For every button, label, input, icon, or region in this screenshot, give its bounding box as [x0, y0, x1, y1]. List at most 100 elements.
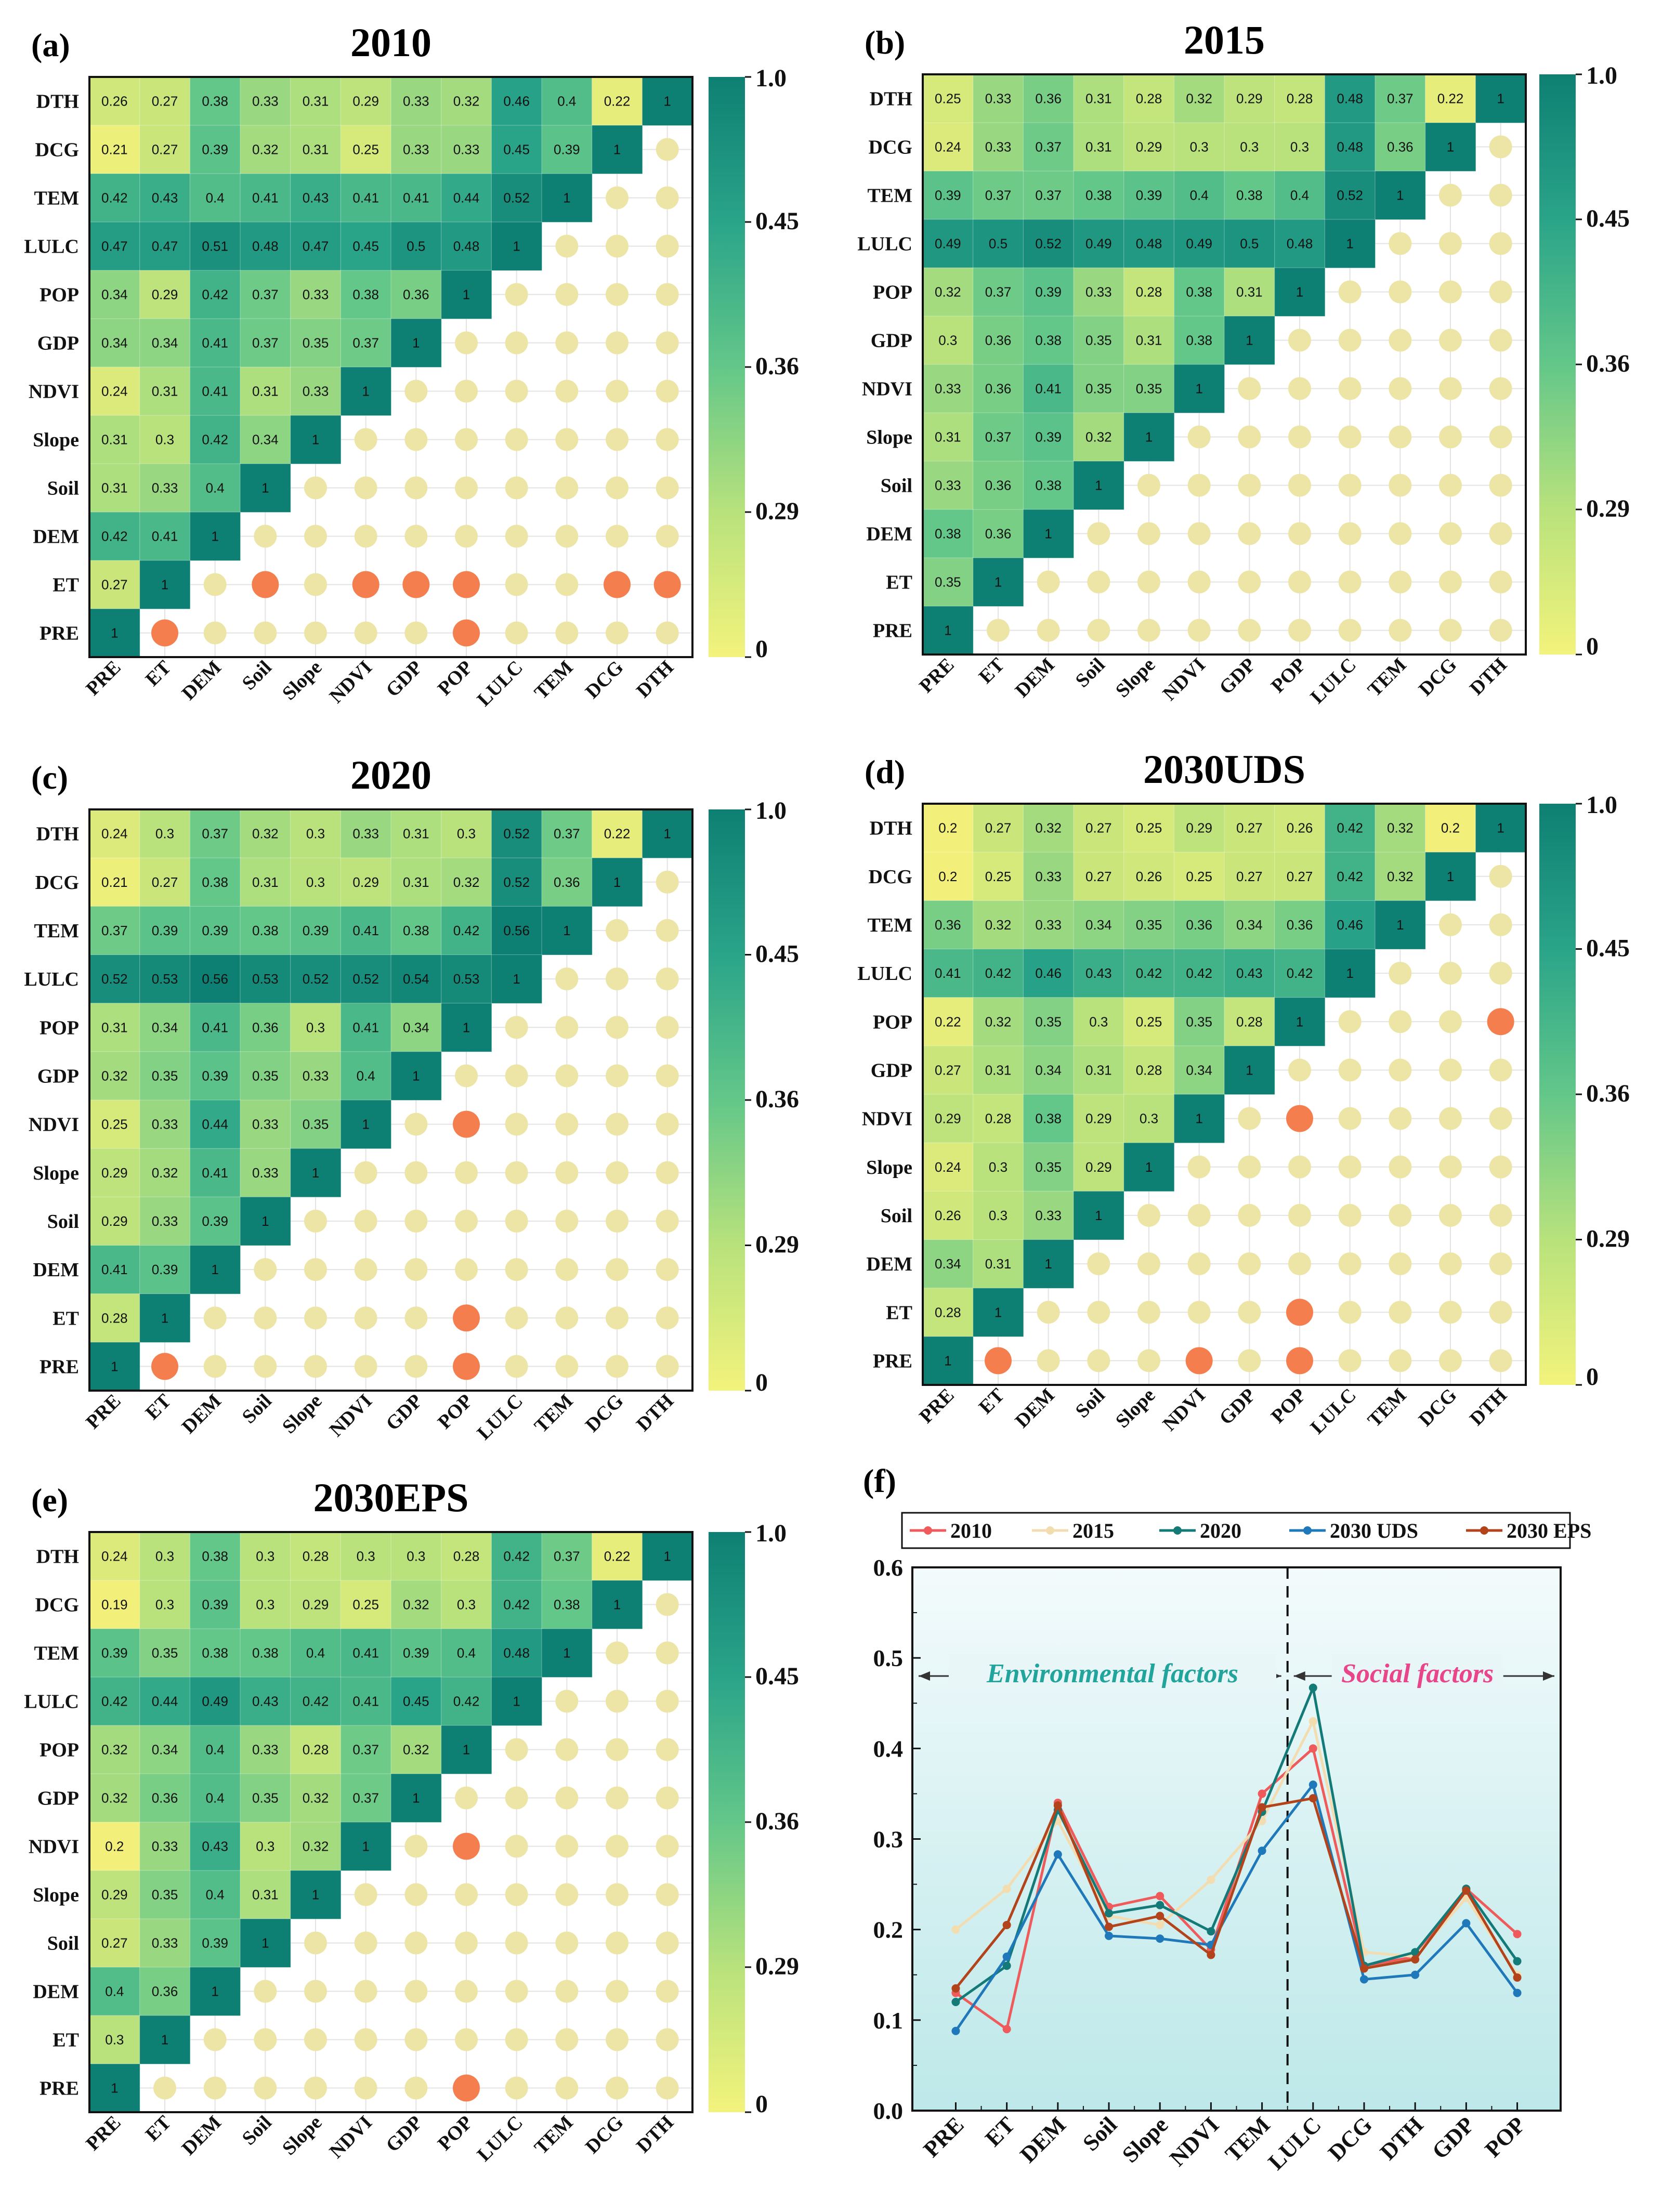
heatmap-cell	[541, 906, 593, 956]
column-label: PRE	[82, 2112, 125, 2155]
heatmap-cell	[189, 1196, 241, 1246]
column-label: DTH	[632, 2112, 678, 2157]
data-point	[951, 2026, 960, 2035]
series-line	[954, 1797, 1519, 1990]
heatmap-cell	[139, 857, 191, 907]
y-tick-label: 0.6	[873, 1554, 904, 1581]
insignificant-dot	[1389, 1252, 1412, 1276]
insignificant-dot	[555, 1064, 579, 1088]
insignificant-dot	[1389, 619, 1412, 642]
heatmap-cell	[290, 1725, 342, 1774]
heatmap-cell	[1274, 122, 1326, 172]
heatmap-cell	[290, 1148, 342, 1198]
cell-value: 1	[613, 142, 621, 158]
cell-value: 0.48	[453, 239, 480, 254]
heatmap-cell	[139, 125, 191, 174]
cell-value: 0.39	[202, 142, 228, 158]
cell-value: 1	[613, 874, 621, 890]
heatmap-cell	[441, 954, 492, 1004]
heatmap-cell	[390, 1677, 442, 1726]
panel-label: (a)	[31, 27, 70, 63]
heatmap-cell	[1023, 171, 1075, 220]
heatmap-cell	[973, 900, 1024, 950]
cell-value: 0.32	[453, 874, 480, 890]
heatmap-cell	[189, 318, 241, 368]
heatmap-cell	[240, 1677, 291, 1726]
insignificant-dot	[354, 1931, 377, 1955]
cell-value: 0.37	[101, 923, 128, 938]
heatmap-cell	[189, 1532, 241, 1581]
cell-value: 0.48	[1337, 139, 1363, 155]
insignificant-dot	[1187, 1252, 1211, 1276]
heatmap-cell	[973, 171, 1024, 220]
insignificant-dot	[1338, 425, 1362, 449]
cell-value: 0.25	[1136, 820, 1162, 836]
cell-value: 0.42	[1337, 820, 1363, 836]
cell-value: 0.26	[935, 1208, 961, 1223]
row-label: NDVI	[29, 1114, 79, 1136]
insignificant-dot	[1389, 280, 1412, 304]
cell-value: 0.41	[1035, 381, 1062, 397]
insignificant-dot	[404, 1931, 428, 1955]
cell-value: 0.31	[1136, 333, 1162, 348]
heatmap-cell	[1173, 949, 1225, 998]
row-label: LULC	[24, 968, 79, 990]
cell-value: 0.34	[152, 335, 178, 351]
cell-value: 0.52	[303, 971, 329, 987]
row-label: DTH	[36, 1546, 79, 1568]
insignificant-dot	[1439, 184, 1462, 207]
cell-value: 0.27	[152, 874, 178, 890]
heatmap-cell	[973, 219, 1024, 268]
insignificant-dot	[1489, 1252, 1512, 1276]
heatmap-cell	[290, 367, 342, 416]
heatmap-cell	[139, 1003, 191, 1052]
insignificant-dot	[505, 2076, 528, 2100]
heatmap-cell	[390, 76, 442, 126]
column-label: DTH	[632, 657, 678, 702]
cell-value: 0.22	[604, 826, 631, 842]
heatmap-cell	[240, 367, 291, 416]
cell-value: 0.25	[935, 91, 961, 107]
heatmap-cell	[1173, 852, 1225, 901]
heatmap-cell	[139, 560, 191, 609]
insignificant-dot	[505, 1064, 528, 1088]
heatmap-cell	[340, 1532, 391, 1581]
cell-value: 0.34	[152, 1742, 178, 1758]
heatmap-cell	[89, 1148, 140, 1198]
row-label: POP	[40, 284, 79, 306]
cell-value: 0.42	[101, 190, 128, 206]
arrow-head	[1293, 1671, 1305, 1681]
cell-value: 1	[1246, 1062, 1253, 1078]
insignificant-dot	[404, 428, 428, 451]
insignificant-dot	[606, 283, 629, 306]
heatmap-cell	[1123, 74, 1175, 123]
cell-value: 0.38	[1186, 284, 1212, 300]
heatmap-cell	[1123, 803, 1175, 853]
cell-value: 0.54	[403, 971, 429, 987]
cell-value: 0.29	[101, 1165, 128, 1181]
heatmap-cell	[139, 1725, 191, 1774]
cell-value: 0.25	[1136, 1014, 1162, 1029]
heatmap-cell	[340, 270, 391, 319]
insignificant-dot	[354, 2028, 377, 2051]
cell-value: 0.39	[1035, 429, 1062, 445]
insignificant-dot	[656, 234, 679, 258]
heatmap-cell	[189, 954, 241, 1004]
insignificant-dot	[656, 1786, 679, 1810]
heatmap-cell	[89, 1342, 140, 1391]
cell-value: 1	[1246, 333, 1253, 348]
legend-label: 2030 EPS	[1507, 1519, 1591, 1542]
heatmap-cell	[441, 1532, 492, 1581]
heatmap-cell	[973, 412, 1024, 462]
column-label: DTH	[1465, 654, 1511, 700]
cell-value: 0.32	[101, 1790, 128, 1806]
insignificant-dot	[1489, 619, 1512, 642]
insignificant-dot	[1238, 377, 1261, 400]
insignificant-dot	[656, 1112, 679, 1136]
data-point	[1156, 1934, 1164, 1943]
heatmap-cell	[1073, 316, 1124, 365]
insignificant-dot	[656, 1016, 679, 1039]
heatmap-cell	[1425, 122, 1476, 172]
insignificant-dot	[505, 1980, 528, 2003]
insignificant-dot	[1489, 329, 1512, 352]
